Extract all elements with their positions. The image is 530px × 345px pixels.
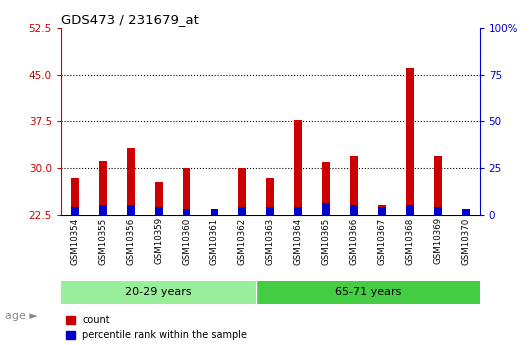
- Text: GSM10370: GSM10370: [461, 217, 470, 265]
- Text: GSM10369: GSM10369: [434, 217, 442, 265]
- Bar: [210, 211, 218, 215]
- Bar: [99, 205, 107, 215]
- Text: GSM10360: GSM10360: [182, 217, 191, 265]
- Bar: [406, 68, 414, 215]
- Bar: [378, 207, 386, 215]
- Bar: [238, 207, 246, 215]
- Text: GSM10363: GSM10363: [266, 217, 275, 265]
- Bar: [183, 209, 190, 215]
- Bar: [99, 161, 107, 215]
- Bar: [406, 205, 414, 215]
- Bar: [294, 207, 302, 215]
- Bar: [378, 205, 386, 215]
- Bar: [267, 178, 274, 215]
- Text: GSM10367: GSM10367: [377, 217, 386, 265]
- Bar: [294, 120, 302, 215]
- Bar: [350, 205, 358, 215]
- Bar: [267, 207, 274, 215]
- Bar: [183, 168, 190, 215]
- Text: GDS473 / 231679_at: GDS473 / 231679_at: [61, 13, 199, 27]
- Text: GSM10354: GSM10354: [70, 217, 80, 265]
- Text: GSM10361: GSM10361: [210, 217, 219, 265]
- Bar: [210, 209, 218, 215]
- Text: GSM10356: GSM10356: [126, 217, 135, 265]
- Legend: count, percentile rank within the sample: count, percentile rank within the sample: [66, 315, 248, 340]
- Text: 65-71 years: 65-71 years: [335, 287, 401, 297]
- Bar: [71, 207, 79, 215]
- Bar: [61, 281, 257, 304]
- Bar: [462, 209, 470, 215]
- Bar: [71, 178, 79, 215]
- Bar: [127, 205, 135, 215]
- Text: age ►: age ►: [5, 311, 38, 321]
- Bar: [238, 168, 246, 215]
- Text: GSM10366: GSM10366: [350, 217, 358, 265]
- Bar: [127, 148, 135, 215]
- Text: GSM10364: GSM10364: [294, 217, 303, 265]
- Text: 20-29 years: 20-29 years: [125, 287, 192, 297]
- Bar: [155, 207, 163, 215]
- Bar: [434, 156, 441, 215]
- Bar: [155, 182, 163, 215]
- Bar: [257, 281, 480, 304]
- Text: GSM10359: GSM10359: [154, 217, 163, 265]
- Bar: [322, 161, 330, 215]
- Text: GSM10365: GSM10365: [322, 217, 331, 265]
- Text: GSM10355: GSM10355: [99, 217, 107, 265]
- Text: GSM10362: GSM10362: [238, 217, 247, 265]
- Bar: [434, 207, 441, 215]
- Bar: [322, 203, 330, 215]
- Text: GSM10368: GSM10368: [405, 217, 414, 265]
- Bar: [350, 156, 358, 215]
